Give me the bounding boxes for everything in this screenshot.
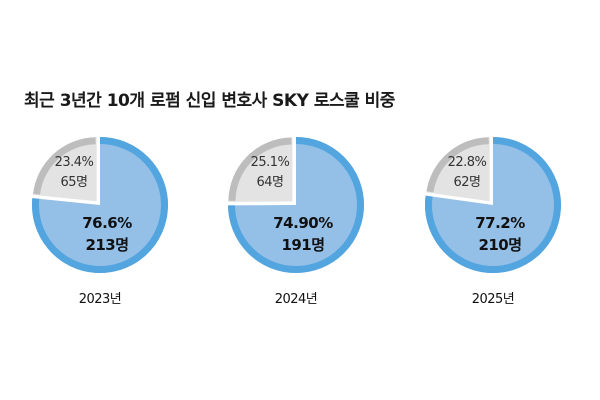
major-count-label: 210명 xyxy=(478,236,521,254)
pie-ring-major xyxy=(32,137,168,273)
minor-count-label: 62명 xyxy=(453,175,480,190)
major-percent-label: 77.2% xyxy=(475,214,525,232)
major-count-label: 213명 xyxy=(85,236,128,254)
year-label: 2024년 xyxy=(275,292,318,307)
pie-slice-major xyxy=(228,137,364,273)
pie-slice-major xyxy=(425,137,561,273)
year-label: 2023년 xyxy=(79,292,122,307)
minor-count-label: 65명 xyxy=(60,175,87,190)
minor-percent-label: 25.1% xyxy=(251,155,290,170)
pie-slice-minor xyxy=(228,137,293,202)
pie-ring-minor xyxy=(228,137,292,201)
pie-slice-minor xyxy=(32,137,97,202)
minor-percent-label: 23.4% xyxy=(55,155,94,170)
pie-chart-3: 77.2% 210명 22.8% 62명 2025년 xyxy=(425,137,561,307)
chart-title: 최근 3년간 10개 로펌 신입 변호사 SKY 로스쿨 비중 xyxy=(24,91,395,111)
minor-count-label: 64명 xyxy=(256,175,283,190)
major-count-label: 191명 xyxy=(281,236,324,254)
major-percent-label: 76.6% xyxy=(82,214,132,232)
minor-percent-label: 22.8% xyxy=(448,155,487,170)
pie-chart-1: 76.6% 213명 23.4% 65명 2023년 xyxy=(32,137,169,307)
pie-ring-major xyxy=(228,137,364,273)
year-label: 2025년 xyxy=(472,292,515,307)
pie-slice-minor xyxy=(426,137,490,202)
pie-slice-major xyxy=(32,137,169,273)
pie-ring-minor xyxy=(426,137,489,193)
pie-ring-major xyxy=(425,137,561,273)
pie-chart-2: 74.90% 191명 25.1% 64명 2024년 xyxy=(228,137,364,307)
pie-ring-minor xyxy=(33,137,96,195)
major-percent-label: 74.90% xyxy=(273,214,333,232)
